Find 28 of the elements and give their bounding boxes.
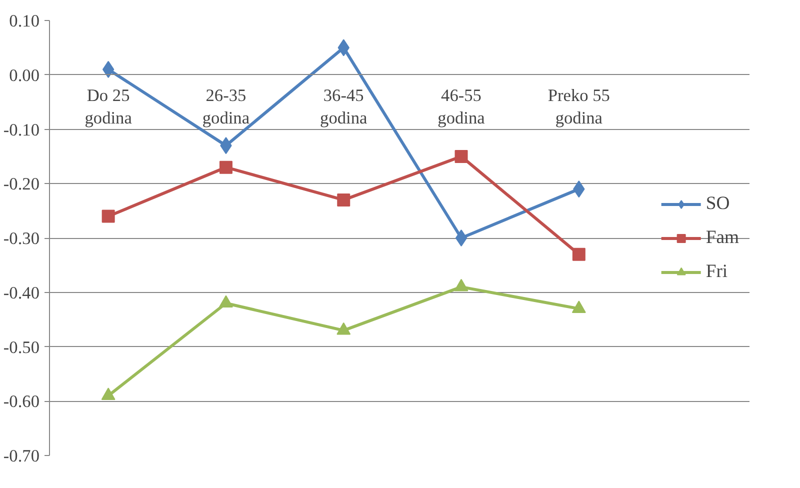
y-tick-label: -0.60 — [3, 392, 40, 412]
y-tick-label: -0.30 — [3, 229, 40, 248]
x-tick-label: 36-45 godina — [320, 86, 368, 128]
y-tick-label: 0.00 — [9, 66, 40, 85]
point — [454, 278, 468, 292]
point — [572, 248, 586, 261]
legend-label: SO — [706, 192, 730, 214]
x-tick-label: 26-35 godina — [202, 86, 250, 128]
point — [102, 210, 115, 223]
point — [219, 160, 232, 174]
x-tick-label: Preko 55 godina — [548, 86, 610, 128]
point — [218, 295, 233, 308]
x-tick-label: Do 25 godina — [84, 86, 132, 128]
point — [101, 388, 116, 400]
point — [454, 150, 468, 163]
point — [572, 300, 586, 313]
y-tick-label: -0.40 — [3, 283, 40, 302]
y-tick-label: -0.50 — [3, 338, 40, 357]
y-tick-label: -0.10 — [3, 120, 40, 140]
x-tick-label: 46-55 godina — [438, 86, 486, 128]
legend-label: Fri — [706, 260, 728, 282]
y-tick-label: 0.10 — [9, 12, 40, 30]
point — [455, 230, 468, 246]
y-tick-label: -0.70 — [3, 446, 40, 466]
point — [337, 193, 350, 206]
y-tick-label: -0.20 — [3, 174, 40, 194]
point — [102, 60, 114, 78]
point — [336, 322, 351, 335]
